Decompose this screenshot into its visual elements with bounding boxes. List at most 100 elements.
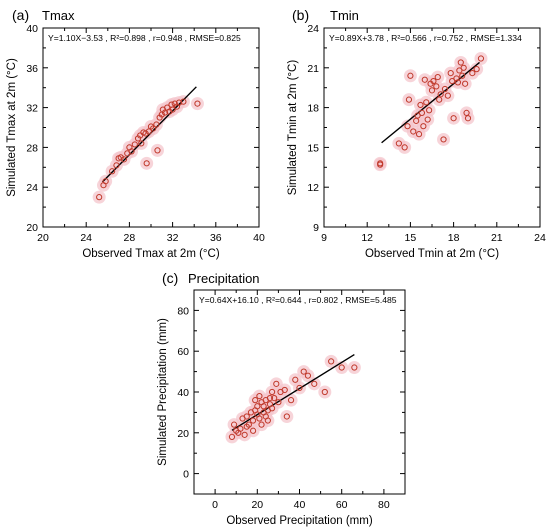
x-tick-label: 36 [210, 232, 222, 244]
data-point-halo [402, 93, 416, 107]
data-point [459, 72, 466, 79]
data-point-halo [280, 409, 294, 423]
data-point [102, 178, 109, 185]
data-point-halo [261, 414, 275, 428]
data-point [256, 392, 263, 400]
data-point-halo [457, 61, 471, 75]
data-point [440, 136, 447, 143]
data-point [283, 413, 290, 420]
data-point [169, 106, 176, 113]
x-tick-label: 21 [491, 232, 503, 244]
data-point [464, 115, 472, 122]
data-point-halo [474, 52, 488, 66]
data-point [418, 109, 426, 117]
data-point [395, 140, 402, 147]
panel-title: Precipitation [188, 271, 260, 286]
y-tick-label: 60 [177, 346, 189, 358]
data-point [256, 415, 263, 422]
data-point [131, 141, 138, 148]
data-point-halo [458, 77, 472, 91]
x-tick-label: 60 [336, 499, 348, 511]
data-point-halo [403, 69, 417, 83]
data-point [138, 140, 145, 147]
data-point-halo [190, 97, 204, 111]
data-point [266, 395, 274, 402]
data-point [426, 107, 433, 114]
data-point-halo [347, 361, 361, 375]
panel-title: Tmax [42, 8, 75, 23]
y-tick-label: 12 [307, 182, 319, 194]
data-point [423, 99, 430, 106]
panel-0: (a) Tmax Y=1.10X−3.53 , R²=0.898 , r=0.948… [6, 7, 265, 260]
data-point [241, 431, 248, 438]
data-point [311, 380, 318, 387]
data-point [260, 403, 267, 410]
x-axis-title: Observed Tmax at 2m (°C) [82, 248, 219, 260]
data-point [254, 403, 261, 410]
data-point [109, 168, 116, 175]
y-tick-label: 20 [26, 222, 38, 234]
data-point-halo [140, 156, 154, 170]
x-tick-label: 28 [124, 232, 136, 244]
data-point-halo [422, 103, 436, 117]
data-point [296, 384, 303, 392]
regression-stats: Y=0.64X+16.10 , R²=0.644 , r=0.802 , RMS… [199, 295, 397, 305]
x-tick-label: 0 [212, 499, 218, 511]
data-point [194, 100, 201, 107]
x-axis-title: Observed Precipitation (mm) [226, 515, 373, 527]
regression-line [231, 353, 355, 431]
data-point-halo [398, 140, 412, 154]
x-tick-label: 40 [253, 232, 265, 244]
data-point [457, 59, 464, 66]
data-point [414, 112, 421, 119]
data-point [404, 123, 411, 130]
x-tick-label: 24 [534, 232, 546, 244]
data-point [407, 72, 414, 79]
data-point [175, 99, 183, 106]
data-point-halo [324, 354, 338, 368]
data-point [150, 125, 157, 132]
data-point [180, 98, 187, 105]
data-point [96, 194, 103, 201]
data-point [243, 413, 250, 420]
data-point [410, 128, 417, 135]
data-point [287, 397, 295, 404]
data-point-halo [447, 111, 461, 125]
y-tick-label: 24 [307, 23, 319, 35]
panel-label: (c) [162, 270, 178, 286]
x-tick-label: 32 [167, 232, 179, 244]
data-point [449, 77, 456, 85]
data-point [143, 160, 150, 167]
x-tick-label: 40 [294, 499, 306, 511]
data-point [437, 91, 444, 98]
data-point [292, 376, 299, 383]
panel-2: (c) Precipitation Y=0.64X+16.10 , R²=0.644… [157, 270, 406, 527]
data-point-halo [470, 62, 484, 76]
data-point-halo [150, 143, 164, 157]
data-point [273, 380, 280, 387]
data-point [275, 399, 282, 406]
data-point [271, 395, 278, 402]
data-point [249, 417, 257, 424]
data-point [117, 154, 124, 161]
x-axis-title: Observed Tmin at 2m (°C) [365, 248, 499, 260]
data-point [434, 73, 441, 81]
data-point [424, 116, 431, 123]
data-point-halo [284, 393, 298, 407]
data-point [433, 83, 440, 90]
y-tick-label: 15 [307, 142, 319, 154]
y-axis-title: Simulated Precipitation (mm) [157, 318, 169, 466]
data-point [153, 121, 160, 128]
data-point [430, 77, 437, 85]
y-tick-label: 40 [26, 23, 38, 35]
data-point-halo [278, 383, 292, 397]
data-point [377, 161, 384, 168]
data-point [338, 364, 345, 371]
data-point-halo [437, 132, 451, 146]
data-point [441, 85, 449, 93]
data-point [415, 131, 423, 138]
data-point-halo [441, 89, 455, 103]
y-tick-label: 0 [183, 469, 189, 481]
data-point [401, 144, 408, 151]
panel-1: (b) Tmin Y=0.89X+3.78 , R²=0.566 , r=0.752… [287, 7, 546, 260]
